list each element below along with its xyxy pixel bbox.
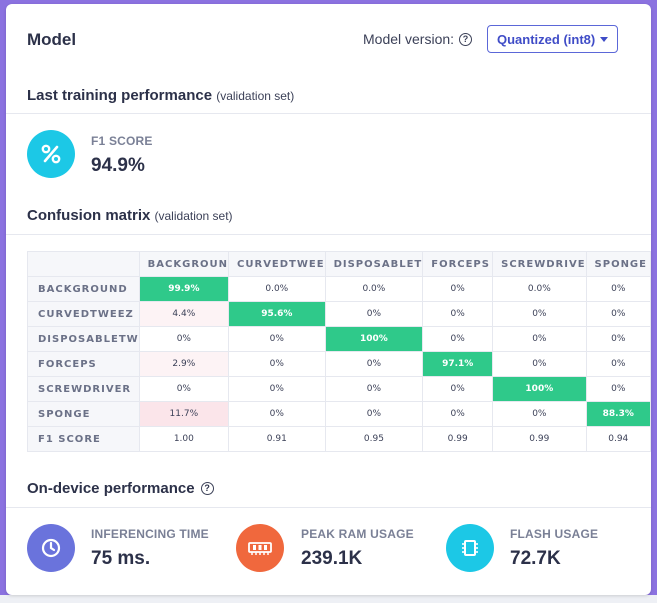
matrix-cell: 88.3% xyxy=(585,401,652,427)
matrix-cell: 0% xyxy=(228,401,326,427)
matrix-cell: 0% xyxy=(324,351,424,377)
column-header: DISPOSABLET xyxy=(324,251,424,277)
f1-cell: 1.00 xyxy=(138,426,230,452)
divider xyxy=(6,234,651,235)
matrix-cell: 99.9% xyxy=(138,276,230,302)
matrix-cell: 0.0% xyxy=(324,276,424,302)
divider xyxy=(6,507,651,508)
training-section-title: Last training performance (validation se… xyxy=(27,87,294,104)
matrix-cell: 0% xyxy=(492,351,587,377)
confusion-section-title: Confusion matrix (validation set) xyxy=(27,207,233,224)
card-header: Model Model version: ? Quantized (int8) xyxy=(6,4,651,74)
peak-ram-label: PEAK RAM USAGE xyxy=(301,527,414,541)
training-title-text: Last training performance xyxy=(27,87,213,104)
matrix-cell: 0% xyxy=(422,401,494,427)
matrix-cell: 100% xyxy=(492,376,587,402)
matrix-cell: 0% xyxy=(422,276,494,302)
matrix-cell: 100% xyxy=(324,326,424,352)
inferencing-time-label: INFERENCING TIME xyxy=(91,527,209,541)
model-version-value: Quantized (int8) xyxy=(497,31,596,47)
matrix-cell: 0% xyxy=(228,376,326,402)
f1-cell: 0.99 xyxy=(492,426,587,452)
matrix-cell: 0.0% xyxy=(228,276,326,302)
table-row: BACKGROUND 99.9% 0.0% 0.0% 0% 0.0% 0% xyxy=(27,276,652,302)
matrix-cell: 0% xyxy=(422,326,494,352)
matrix-cell: 0% xyxy=(585,326,652,352)
matrix-cell: 0.0% xyxy=(492,276,587,302)
page-background-strip xyxy=(0,595,657,603)
matrix-cell: 0% xyxy=(228,351,326,377)
inferencing-time-value: 75 ms. xyxy=(91,548,151,569)
matrix-cell: 0% xyxy=(422,376,494,402)
confusion-matrix-table: BACKGROUN CURVEDTWEE DISPOSABLET FORCEPS… xyxy=(27,251,652,452)
f1-cell: 0.94 xyxy=(585,426,652,452)
f1-cell: 0.95 xyxy=(324,426,424,452)
f1-score-value: 94.9% xyxy=(91,155,145,176)
card-title: Model xyxy=(27,30,77,49)
matrix-cell: 11.7% xyxy=(138,401,230,427)
matrix-cell: 0% xyxy=(138,376,230,402)
divider xyxy=(6,113,651,114)
matrix-cell: 0% xyxy=(492,301,587,327)
matrix-cell: 4.4% xyxy=(138,301,230,327)
matrix-cell: 0% xyxy=(492,326,587,352)
device-title-text: On-device performance xyxy=(27,480,195,497)
clock-icon xyxy=(27,524,75,572)
row-header: SCREWDRIVER xyxy=(27,376,140,402)
row-header: F1 SCORE xyxy=(27,426,140,452)
model-version-select[interactable]: Quantized (int8) xyxy=(487,25,618,53)
chip-icon xyxy=(446,524,494,572)
table-row: SCREWDRIVER 0% 0% 0% 0% 100% 0% xyxy=(27,376,652,402)
f1-cell: 0.91 xyxy=(228,426,326,452)
matrix-cell: 2.9% xyxy=(138,351,230,377)
matrix-cell: 0% xyxy=(228,326,326,352)
model-version-label: Model version: ? xyxy=(363,31,473,47)
model-version-text: Model version: xyxy=(363,31,455,47)
column-header: SPONGE xyxy=(585,251,652,277)
help-icon[interactable]: ? xyxy=(459,32,473,46)
confusion-title-text: Confusion matrix xyxy=(27,207,151,224)
row-header: BACKGROUND xyxy=(27,276,140,302)
chevron-down-icon xyxy=(600,37,608,42)
device-section-title: On-device performance ? xyxy=(27,480,214,497)
flash-usage-label: FLASH USAGE xyxy=(510,527,599,541)
row-header: CURVEDTWEEZ xyxy=(27,301,140,327)
table-corner-cell xyxy=(27,251,140,277)
table-row: FORCEPS 2.9% 0% 0% 97.1% 0% 0% xyxy=(27,351,652,377)
matrix-cell: 0% xyxy=(585,376,652,402)
f1-cell: 0.99 xyxy=(422,426,494,452)
row-header: FORCEPS xyxy=(27,351,140,377)
f1-score-row: F1 SCORE 1.00 0.91 0.95 0.99 0.99 0.94 xyxy=(27,426,652,452)
matrix-cell: 97.1% xyxy=(422,351,494,377)
matrix-cell: 0% xyxy=(585,276,652,302)
matrix-cell: 0% xyxy=(585,351,652,377)
ram-icon xyxy=(236,524,284,572)
matrix-cell: 0% xyxy=(324,401,424,427)
column-header: CURVEDTWEE xyxy=(228,251,326,277)
f1-score-label: F1 SCORE xyxy=(91,134,153,148)
column-header: BACKGROUN xyxy=(138,251,230,277)
help-icon[interactable]: ? xyxy=(200,482,214,495)
confusion-subtitle: (validation set) xyxy=(154,209,233,223)
column-header: SCREWDRIVE xyxy=(492,251,587,277)
matrix-cell: 0% xyxy=(422,301,494,327)
table-row: SPONGE 11.7% 0% 0% 0% 0% 88.3% xyxy=(27,401,652,427)
matrix-cell: 0% xyxy=(585,301,652,327)
matrix-cell: 0% xyxy=(324,301,424,327)
matrix-cell: 0% xyxy=(324,376,424,402)
percent-icon xyxy=(27,130,75,178)
row-header: SPONGE xyxy=(27,401,140,427)
peak-ram-value: 239.1K xyxy=(301,548,363,569)
row-header: DISPOSABLETW xyxy=(27,326,140,352)
training-subtitle: (validation set) xyxy=(216,89,295,103)
flash-usage-value: 72.7K xyxy=(510,548,561,569)
table-row: DISPOSABLETW 0% 0% 100% 0% 0% 0% xyxy=(27,326,652,352)
matrix-cell: 0% xyxy=(492,401,587,427)
model-card: Model Model version: ? Quantized (int8) … xyxy=(6,4,652,595)
column-header: FORCEPS xyxy=(422,251,494,277)
matrix-cell: 0% xyxy=(138,326,230,352)
table-header-row: BACKGROUN CURVEDTWEE DISPOSABLET FORCEPS… xyxy=(27,251,652,277)
table-row: CURVEDTWEEZ 4.4% 95.6% 0% 0% 0% 0% xyxy=(27,301,652,327)
matrix-cell: 95.6% xyxy=(228,301,326,327)
